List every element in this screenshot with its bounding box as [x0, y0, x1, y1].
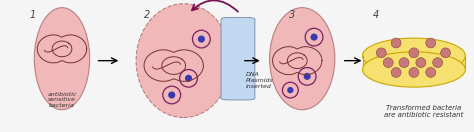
Text: 1: 1 [29, 10, 36, 20]
Text: 2: 2 [144, 10, 150, 20]
Text: 3: 3 [289, 10, 295, 20]
Text: 4: 4 [373, 10, 380, 20]
Ellipse shape [426, 68, 436, 77]
Ellipse shape [391, 68, 401, 77]
Ellipse shape [426, 38, 436, 48]
FancyBboxPatch shape [363, 56, 465, 69]
Ellipse shape [363, 52, 465, 87]
Ellipse shape [168, 91, 175, 98]
Text: DNA
Plasmids
inserted: DNA Plasmids inserted [246, 72, 273, 89]
Ellipse shape [433, 58, 443, 68]
Ellipse shape [416, 58, 426, 68]
Ellipse shape [391, 38, 401, 48]
Ellipse shape [383, 58, 393, 68]
Ellipse shape [303, 73, 310, 80]
FancyBboxPatch shape [221, 18, 255, 100]
Ellipse shape [399, 58, 409, 68]
Ellipse shape [34, 8, 90, 110]
Ellipse shape [185, 75, 192, 82]
Ellipse shape [376, 48, 386, 58]
Ellipse shape [235, 70, 241, 77]
Ellipse shape [441, 48, 450, 58]
Text: antibiotic
sensitive
bacteria: antibiotic sensitive bacteria [47, 92, 77, 108]
Ellipse shape [198, 36, 205, 43]
Ellipse shape [287, 87, 293, 93]
Ellipse shape [363, 38, 465, 73]
Ellipse shape [235, 36, 241, 42]
Ellipse shape [310, 34, 318, 41]
Ellipse shape [270, 8, 335, 110]
Ellipse shape [409, 48, 419, 58]
Ellipse shape [409, 68, 419, 77]
Ellipse shape [136, 4, 231, 118]
Text: Transformed bacteria
are antibiotic resistant: Transformed bacteria are antibiotic resi… [384, 105, 464, 118]
